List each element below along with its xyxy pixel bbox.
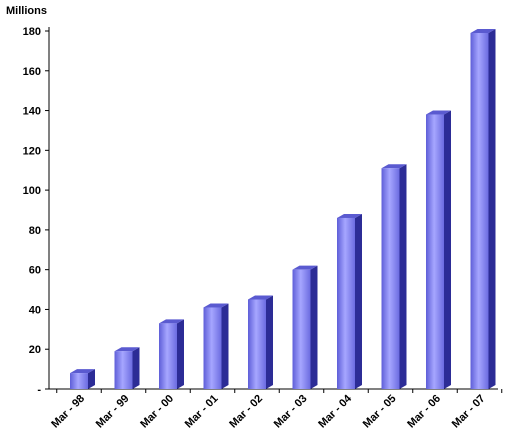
bar-top xyxy=(426,110,451,115)
bars xyxy=(70,28,496,390)
x-tick-label: Mar - 00 xyxy=(138,393,176,431)
x-tick-label: Mar - 07 xyxy=(450,393,488,431)
bar-side xyxy=(132,347,140,389)
bar-top xyxy=(470,28,496,33)
x-tick-label: Mar - 02 xyxy=(227,393,265,431)
bar-front xyxy=(426,114,444,390)
x-axis-ticks: Mar - 98 Mar - 99 Mar - 00 Mar - 01 Mar - 02… xyxy=(49,389,503,431)
bar-top xyxy=(114,347,140,352)
bar-front xyxy=(337,217,355,389)
unit-label: Millions xyxy=(6,5,47,17)
x-tick-label: Mar - 06 xyxy=(405,393,443,431)
y-tick-label: 140 xyxy=(23,106,41,118)
x-tick-label: Mar - 99 xyxy=(94,393,132,431)
bar-front xyxy=(70,373,88,389)
x-tick-label: Mar - 05 xyxy=(361,393,399,431)
bar-front xyxy=(248,299,266,389)
bar-front xyxy=(159,323,177,389)
y-tick-label: 20 xyxy=(29,344,41,356)
y-tick-label: 120 xyxy=(23,145,41,157)
y-axis-ticks: - 20 40 60 80 100 120 140 160 180 xyxy=(23,26,49,396)
bar xyxy=(470,28,496,389)
bar-side xyxy=(355,213,362,389)
bar xyxy=(203,303,229,389)
bar-side xyxy=(488,28,496,389)
bar xyxy=(292,265,318,389)
bar xyxy=(426,110,451,390)
bar-front xyxy=(381,168,400,389)
x-tick-label: Mar - 01 xyxy=(183,393,221,431)
bar-side xyxy=(444,110,451,390)
bar-side xyxy=(266,295,273,389)
bar-side xyxy=(310,265,318,389)
bar-top xyxy=(70,369,95,374)
y-tick-label: 60 xyxy=(29,265,41,277)
bar-top xyxy=(248,295,273,300)
bar-top xyxy=(337,213,362,218)
bar-side xyxy=(88,369,95,389)
bar xyxy=(114,347,140,389)
bar-side xyxy=(221,303,229,389)
bar-top xyxy=(292,265,318,270)
x-tick-label: Mar - 98 xyxy=(49,393,87,431)
y-tick-label: 100 xyxy=(23,185,41,197)
x-tick-label: Mar - 03 xyxy=(272,393,310,431)
bar-front xyxy=(292,269,311,389)
bar-front xyxy=(114,351,133,389)
bar xyxy=(381,164,407,389)
bar-side xyxy=(177,319,184,389)
y-tick-label: 80 xyxy=(29,225,41,237)
y-tick-label: 180 xyxy=(23,26,41,38)
bar-top xyxy=(159,319,184,324)
bar-front xyxy=(203,307,222,389)
bar xyxy=(159,319,184,389)
y-tick-label: 160 xyxy=(23,66,41,78)
bar-side xyxy=(399,164,407,389)
bar xyxy=(70,369,95,389)
y-tick-label: 40 xyxy=(29,304,41,316)
bar-top xyxy=(381,164,407,169)
bar-top xyxy=(203,303,229,308)
x-tick-label: Mar - 04 xyxy=(316,392,355,431)
y-tick-label: - xyxy=(37,384,41,396)
bar xyxy=(337,213,362,389)
bar-front xyxy=(470,32,489,389)
bar xyxy=(248,295,273,389)
